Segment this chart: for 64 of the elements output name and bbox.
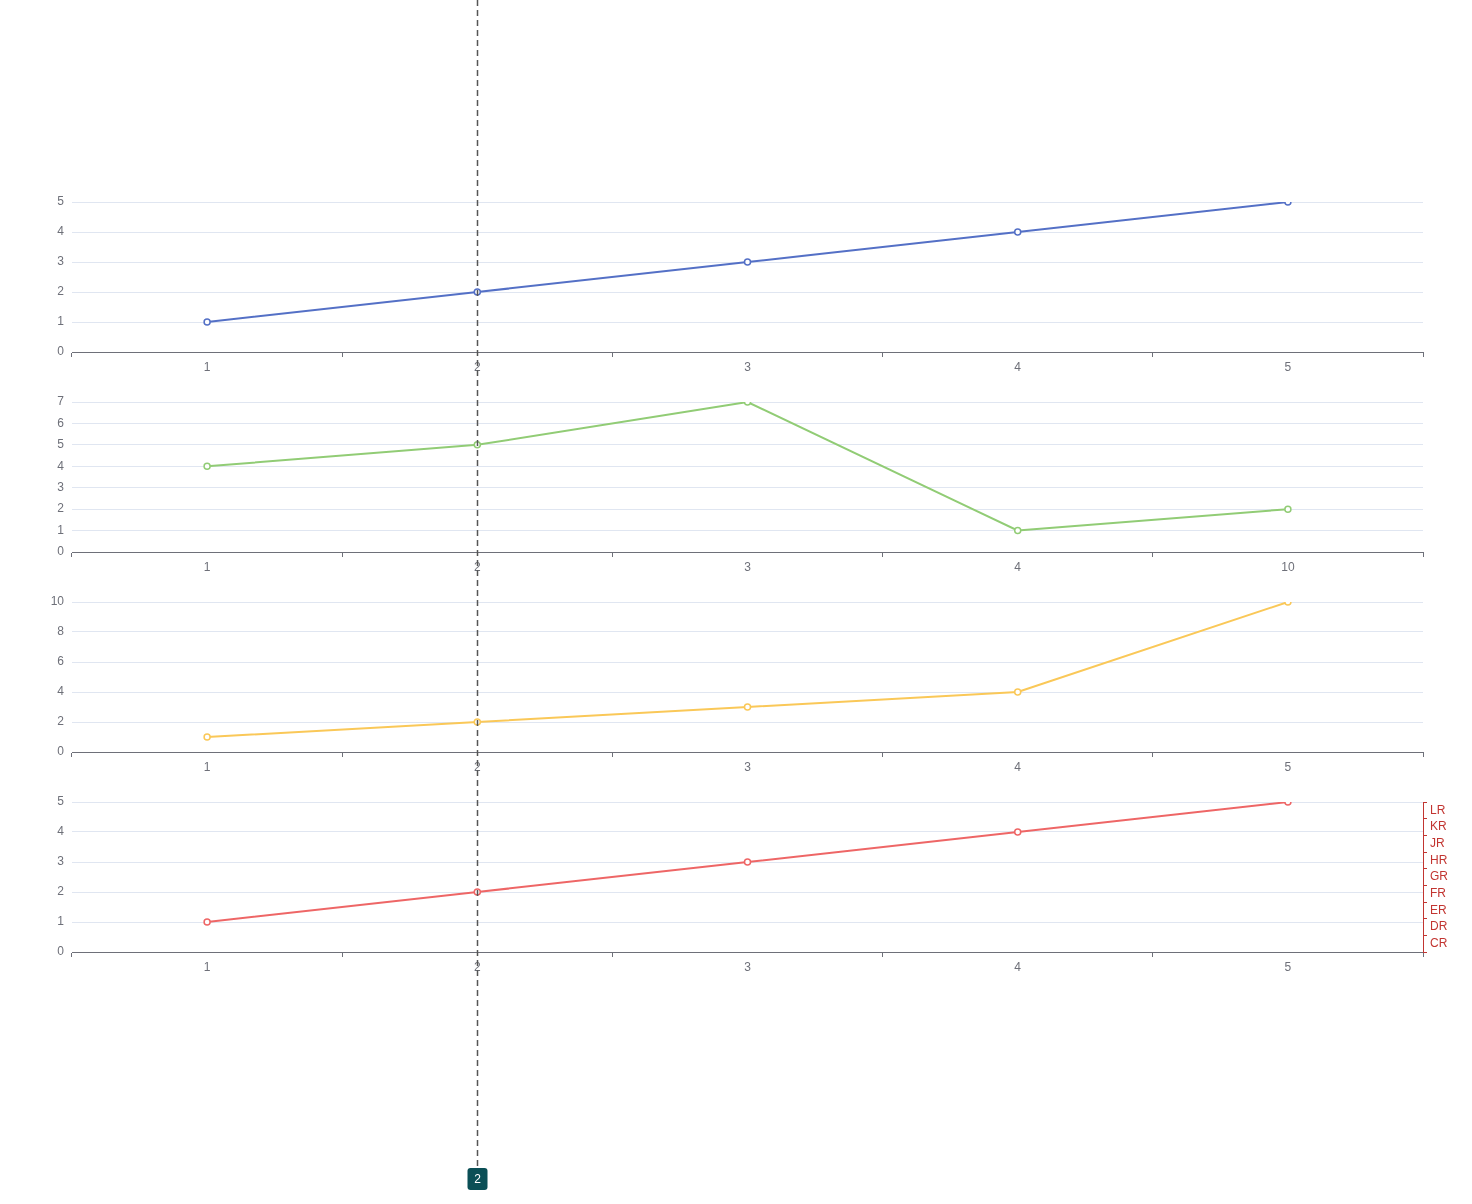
y-tick-label: 7 xyxy=(57,394,65,409)
category-label: KR xyxy=(1430,819,1447,834)
point xyxy=(1013,228,1022,236)
y-tick-label: 6 xyxy=(57,654,65,669)
x-tick-label: 5 xyxy=(1284,959,1292,974)
x-tick-label: 5 xyxy=(1284,759,1292,774)
y-tick-label: 4 xyxy=(57,684,65,699)
y-tick-label: 2 xyxy=(57,284,65,299)
point xyxy=(743,703,752,711)
y-tick-label: 1 xyxy=(57,314,65,329)
x-tick-label: 4 xyxy=(1014,359,1022,374)
category-label: JR xyxy=(1430,835,1445,850)
y-tick-label: 3 xyxy=(57,480,65,495)
point xyxy=(1013,828,1022,836)
y-tick-label: 10 xyxy=(50,594,65,609)
y-tick-label: 3 xyxy=(57,854,65,869)
y-tick-label: 2 xyxy=(57,884,65,899)
x-tick-label: 4 xyxy=(1014,759,1022,774)
y-tick-label: 0 xyxy=(57,944,65,959)
category-label: CR xyxy=(1430,935,1448,950)
x-tick-label: 1 xyxy=(203,759,211,774)
y-tick-label: 1 xyxy=(57,914,65,929)
point xyxy=(1013,688,1022,696)
y-tick-label: 5 xyxy=(57,194,65,209)
x-tick-label: 3 xyxy=(744,559,752,574)
category-label: HR xyxy=(1430,852,1448,867)
point xyxy=(743,858,752,866)
y-tick-label: 2 xyxy=(57,714,65,729)
point xyxy=(1013,526,1022,535)
y-tick-label: 2 xyxy=(57,501,65,516)
y-tick-label: 4 xyxy=(57,224,65,239)
x-tick-label: 4 xyxy=(1014,559,1022,574)
category-label: GR xyxy=(1430,869,1448,884)
point xyxy=(203,733,211,741)
x-tick-label: 3 xyxy=(744,759,752,774)
point xyxy=(203,318,211,326)
x-tick-label: 5 xyxy=(1284,359,1292,374)
y-tick-label: 0 xyxy=(57,744,65,759)
point xyxy=(743,258,752,266)
y-tick-label: 5 xyxy=(57,794,65,809)
point xyxy=(203,462,211,471)
y-tick-label: 1 xyxy=(57,522,65,537)
x-tick-label: 3 xyxy=(744,959,752,974)
x-tick-label: 3 xyxy=(744,359,752,374)
category-label: ER xyxy=(1430,902,1447,917)
x-tick-label: 1 xyxy=(203,359,211,374)
ref-line-label: 2 xyxy=(474,1172,482,1187)
y-tick-label: 5 xyxy=(57,437,65,452)
y-tick-label: 8 xyxy=(57,624,65,639)
category-label: LR xyxy=(1430,802,1446,817)
category-label: DR xyxy=(1430,919,1448,934)
point xyxy=(1284,505,1292,513)
x-tick-label: 10 xyxy=(1281,559,1295,574)
x-tick-label: 1 xyxy=(203,559,211,574)
y-tick-label: 0 xyxy=(57,544,65,559)
category-label: FR xyxy=(1430,885,1446,900)
y-tick-label: 3 xyxy=(57,254,65,269)
x-tick-label: 1 xyxy=(203,959,211,974)
y-tick-label: 6 xyxy=(57,415,65,430)
point xyxy=(203,918,211,926)
y-tick-label: 0 xyxy=(57,344,65,359)
x-tick-label: 4 xyxy=(1014,959,1022,974)
y-tick-label: 4 xyxy=(57,458,65,473)
y-tick-label: 4 xyxy=(57,824,65,839)
